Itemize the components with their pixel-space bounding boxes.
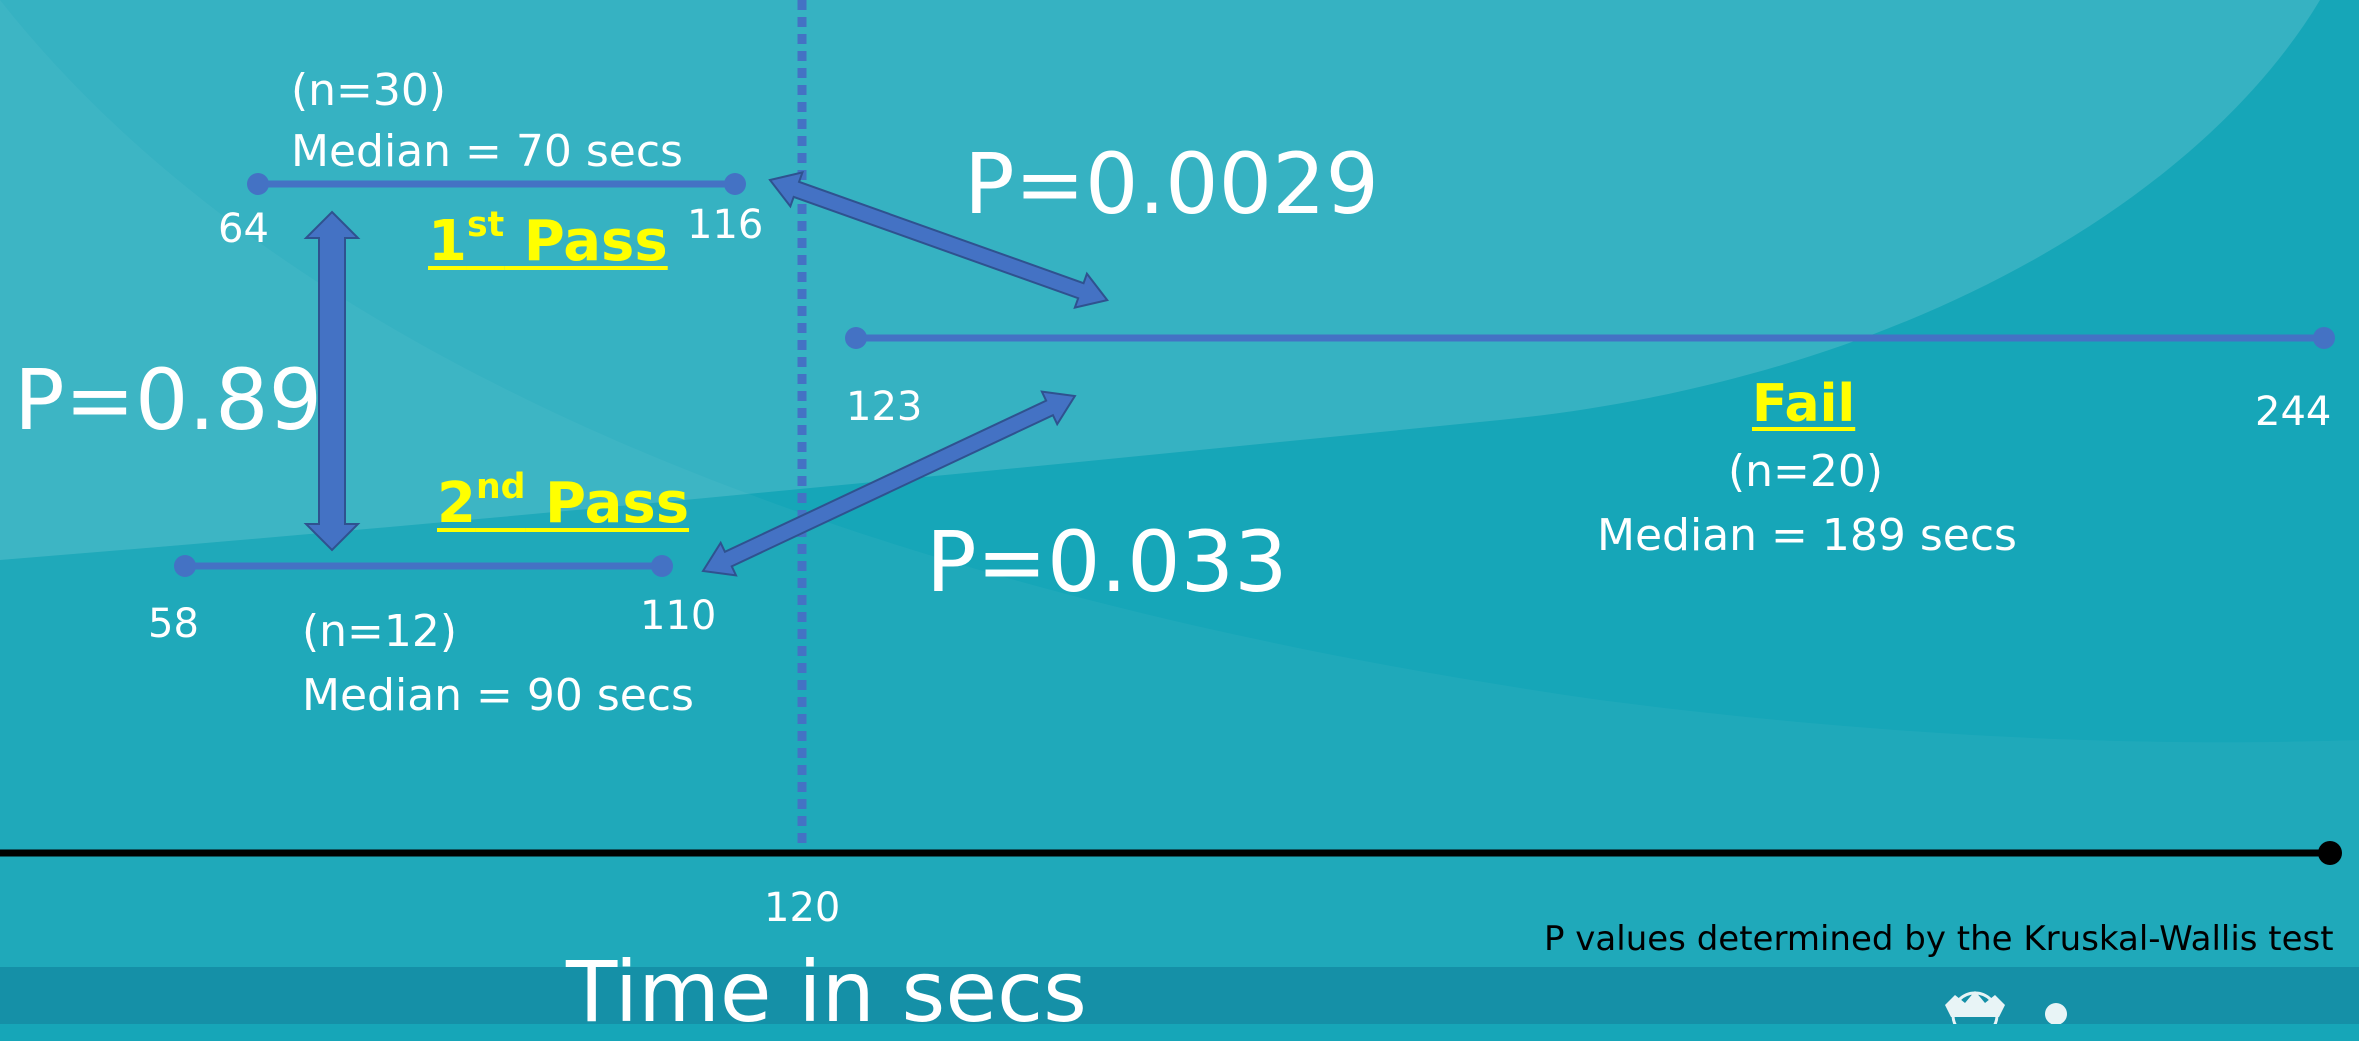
cutoff-tick-label: 120 [764, 885, 841, 931]
bg-swoosh-upper [0, 0, 2320, 560]
second-pass-median: Median = 90 secs [302, 670, 694, 721]
fail-min-label: 123 [846, 384, 923, 430]
second-pass-min-dot [174, 555, 196, 577]
fail-title: Fail [1752, 374, 1856, 434]
fail-max-label: 244 [2255, 389, 2332, 435]
second-pass-title: 2nd Pass [437, 466, 690, 536]
fail-max-dot [2313, 327, 2335, 349]
fail-n: (n=20) [1728, 446, 1884, 497]
p-value-pass1-fail: P=0.0029 [964, 135, 1379, 233]
crest-logo [1945, 991, 2067, 1024]
first-pass-n: (n=30) [291, 65, 447, 116]
second-pass-max-label: 110 [640, 593, 717, 639]
p-value-pass2-fail: P=0.033 [926, 513, 1288, 611]
first-pass-max-dot [724, 173, 746, 195]
first-pass-title: 1st Pass [428, 204, 668, 274]
footnote: P values determined by the Kruskal-Walli… [1544, 919, 2334, 959]
second-pass-min-label: 58 [148, 601, 199, 647]
bottom-band-shape [0, 967, 2359, 1024]
arrow-pass1-fail [768, 171, 1109, 310]
axis-title: Time in secs [566, 943, 1087, 1041]
first-pass-median: Median = 70 secs [291, 126, 683, 177]
second-pass-n: (n=12) [302, 606, 458, 657]
first-pass-min-dot [247, 173, 269, 195]
p-value-pass1-pass2: P=0.89 [14, 351, 323, 449]
first-pass-min-label: 64 [218, 206, 269, 252]
second-pass-max-dot [651, 555, 673, 577]
arrow-pass1-pass2 [303, 210, 361, 552]
time-axis-end-dot [2318, 841, 2342, 865]
fail-min-dot [845, 327, 867, 349]
arrow-pass2-fail [701, 390, 1077, 577]
fail-median: Median = 189 secs [1597, 510, 2017, 561]
first-pass-max-label: 116 [687, 202, 764, 248]
